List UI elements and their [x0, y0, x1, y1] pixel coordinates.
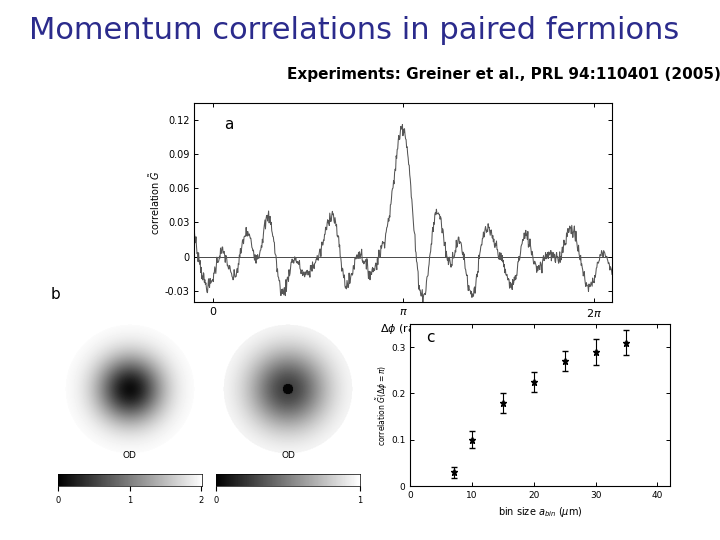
Y-axis label: correlation $\tilde{G}$: correlation $\tilde{G}$: [147, 170, 162, 235]
X-axis label: $\Delta\phi$ (rad): $\Delta\phi$ (rad): [380, 322, 426, 336]
Text: Experiments: Greiner et al., PRL 94:110401 (2005): Experiments: Greiner et al., PRL 94:1104…: [287, 68, 720, 83]
Text: c: c: [426, 330, 434, 346]
Y-axis label: correlation $\tilde{G}(\Delta\phi{=}\pi)$: correlation $\tilde{G}(\Delta\phi{=}\pi)…: [374, 364, 390, 445]
Text: b: b: [50, 287, 60, 302]
X-axis label: bin size $a_{bin}$ ($\mu$m): bin size $a_{bin}$ ($\mu$m): [498, 505, 582, 519]
Text: a: a: [224, 117, 233, 132]
Text: OD: OD: [122, 451, 137, 460]
Text: OD: OD: [281, 451, 295, 460]
Text: Momentum correlations in paired fermions: Momentum correlations in paired fermions: [29, 16, 679, 45]
